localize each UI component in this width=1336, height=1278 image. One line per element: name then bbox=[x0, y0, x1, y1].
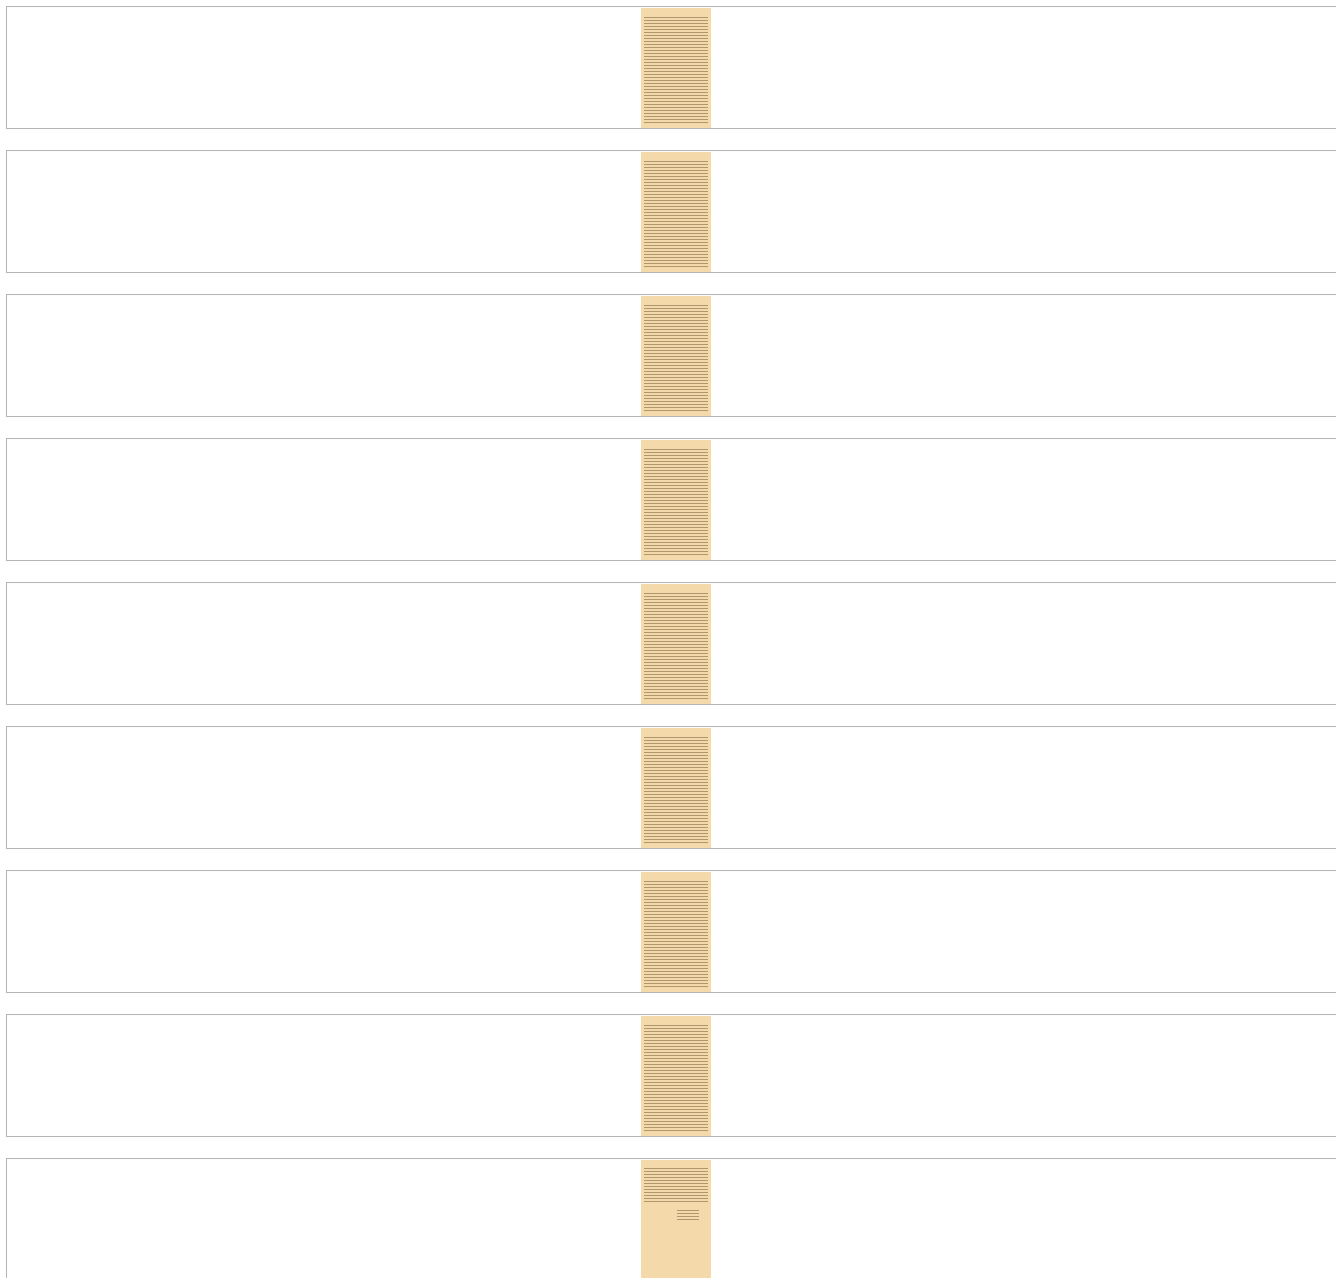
page-thumbnail bbox=[641, 296, 711, 416]
page-thumbnail bbox=[641, 152, 711, 272]
page-thumbnail bbox=[641, 440, 711, 560]
signature-block bbox=[677, 1210, 699, 1222]
page-frame bbox=[6, 1158, 1336, 1278]
page-thumbnail bbox=[641, 728, 711, 848]
page-thumbnail bbox=[641, 1016, 711, 1136]
page-thumbnail bbox=[641, 584, 711, 704]
page-thumbnail bbox=[641, 8, 711, 128]
page-thumbnail bbox=[641, 1160, 711, 1278]
page-viewer bbox=[0, 0, 1336, 1278]
page-frame bbox=[6, 6, 1336, 129]
page-frame bbox=[6, 582, 1336, 705]
page-frame bbox=[6, 438, 1336, 561]
page-thumbnail bbox=[641, 872, 711, 992]
page-frame bbox=[6, 1014, 1336, 1137]
page-frame bbox=[6, 294, 1336, 417]
page-frame bbox=[6, 726, 1336, 849]
page-frame bbox=[6, 150, 1336, 273]
page-frame bbox=[6, 870, 1336, 993]
